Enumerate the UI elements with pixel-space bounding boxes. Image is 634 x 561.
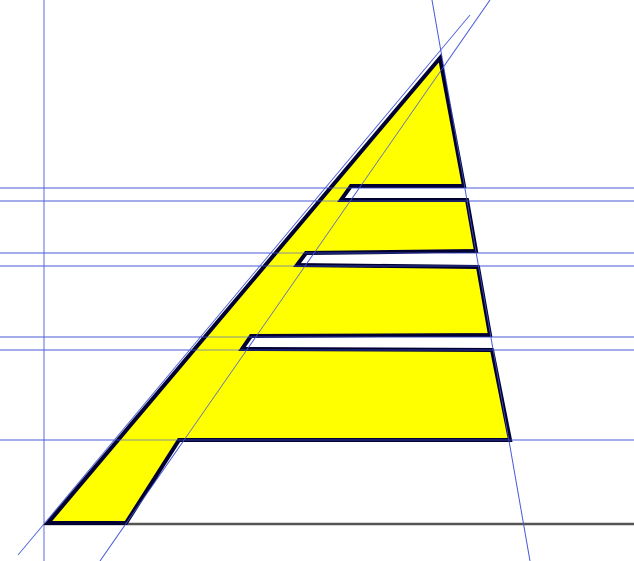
inner-diagonal-overlay [99,0,491,561]
yellow-shape [43,53,513,525]
left-edge-extension [17,14,471,556]
right-edge-overlay [431,0,531,561]
